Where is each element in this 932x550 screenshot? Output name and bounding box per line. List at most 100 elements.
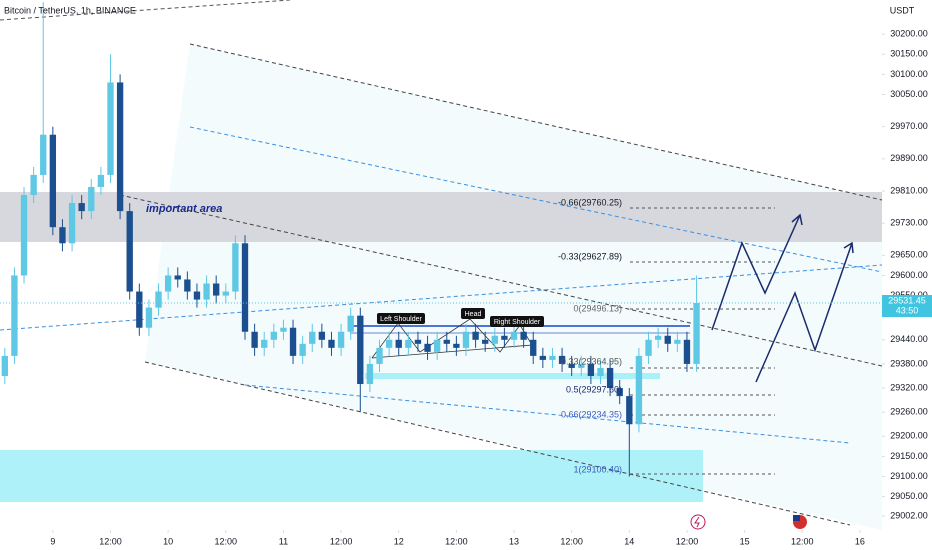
candle-body	[635, 355, 643, 425]
x-tick-label: 12:00	[560, 536, 583, 546]
candle-body	[683, 339, 691, 364]
candle-body	[97, 174, 105, 187]
candle-body	[136, 291, 143, 328]
candle-body	[126, 211, 133, 292]
pattern-label: Left Shoulder	[380, 316, 422, 323]
y-tick-label: 29002.00	[890, 510, 928, 520]
y-tick-label: 29150.00	[890, 451, 928, 461]
demand-zone	[0, 450, 703, 502]
y-tick-label: 30050.00	[890, 89, 928, 99]
candle-body	[20, 195, 28, 276]
x-tick-label: 11	[279, 536, 288, 546]
candle-body	[261, 339, 268, 348]
y-tick-label: 29320.00	[890, 382, 928, 392]
candle-body	[693, 303, 700, 364]
candle-body	[145, 307, 153, 328]
candle-body	[453, 343, 460, 348]
important-zone	[0, 192, 882, 242]
y-tick-label: 29380.00	[890, 358, 928, 368]
candle-body	[251, 331, 258, 348]
candle-body	[347, 315, 354, 332]
projection-arrow	[711, 214, 801, 331]
candle-body	[213, 283, 220, 296]
fib-label: 0.66(29234.35)	[561, 409, 622, 419]
flag-icon	[793, 515, 800, 521]
x-tick-label: 13	[509, 536, 519, 546]
candle-body	[68, 203, 76, 244]
pattern-tag	[490, 316, 544, 327]
event-icon	[694, 516, 700, 528]
y-tick-label: 29550.00	[890, 290, 928, 300]
fib-label: 0.33(29364.95)	[561, 356, 622, 366]
candle-body	[443, 339, 450, 344]
candle-body	[395, 339, 402, 348]
candle-body	[674, 339, 681, 344]
x-tick-label: 15	[740, 536, 750, 546]
candle-body	[107, 82, 114, 175]
candle-body	[40, 134, 47, 175]
candle-body	[241, 243, 249, 332]
candle-body	[184, 279, 191, 292]
candle-body	[597, 367, 604, 376]
candle-body	[587, 363, 595, 376]
y-tick-label: 29970.00	[890, 121, 928, 131]
candles	[1, 2, 700, 477]
candle-body	[11, 275, 18, 356]
candle-body	[309, 331, 316, 344]
candle-body	[472, 331, 479, 340]
arrow-head	[791, 213, 803, 226]
candle-body	[174, 275, 181, 280]
y-tick-label: 29440.00	[890, 334, 928, 344]
zone-label: important area	[146, 203, 222, 215]
y-tick-label: 30150.00	[890, 49, 928, 59]
fib-label: 0.5(29297.60)	[566, 384, 622, 394]
last-price-box	[882, 295, 932, 318]
candle-body	[116, 82, 124, 212]
candle-body	[549, 355, 556, 360]
y-tick-label: 30100.00	[890, 69, 928, 79]
channel-fill	[145, 44, 882, 530]
candle-body	[30, 174, 37, 196]
candle-body	[232, 243, 239, 292]
x-tick-label: 10	[163, 536, 173, 546]
candle-body	[664, 335, 671, 344]
channel-line	[144, 361, 851, 526]
fib-label: 1(29100.40)	[573, 464, 622, 474]
candle-body	[222, 291, 229, 296]
y-unit: USDT	[890, 5, 915, 15]
candle-body	[626, 396, 633, 425]
x-tick-label: 14	[624, 536, 634, 546]
candle-body	[280, 327, 287, 332]
candle-body	[424, 343, 431, 352]
y-tick-label: 29650.00	[890, 250, 928, 260]
candle-body	[155, 291, 162, 308]
candle-body	[520, 331, 527, 340]
pattern-label: Head	[465, 311, 482, 318]
chart-title: Bitcoin / TetherUS, 1h, BINANCE	[4, 5, 136, 15]
candle-body	[578, 363, 585, 368]
x-tick-label: 12:00	[791, 536, 814, 546]
channel-line	[189, 43, 883, 201]
candle-body	[501, 335, 508, 340]
y-tick-label: 29600.00	[890, 270, 928, 280]
candle-body	[405, 339, 412, 348]
x-tick-label: 12	[394, 536, 404, 546]
y-tick-label: 29050.00	[890, 491, 928, 501]
y-tick-label: 29260.00	[890, 407, 928, 417]
y-tick-label: 29730.00	[890, 218, 928, 228]
x-tick-label: 12:00	[99, 536, 122, 546]
candle-body	[385, 339, 393, 348]
pattern-tag	[377, 313, 425, 324]
candle-body	[289, 327, 297, 356]
candle-body	[318, 331, 326, 340]
candle-body	[78, 203, 85, 212]
candle-body	[366, 363, 374, 385]
candle-body	[376, 347, 383, 364]
candle-body	[88, 186, 95, 212]
candle-body	[482, 339, 489, 344]
candle-body	[606, 367, 614, 389]
candle-body	[558, 355, 566, 364]
candle-body	[539, 355, 547, 360]
y-tick-label: 29100.00	[890, 471, 928, 481]
event-icon[interactable]	[690, 514, 706, 530]
